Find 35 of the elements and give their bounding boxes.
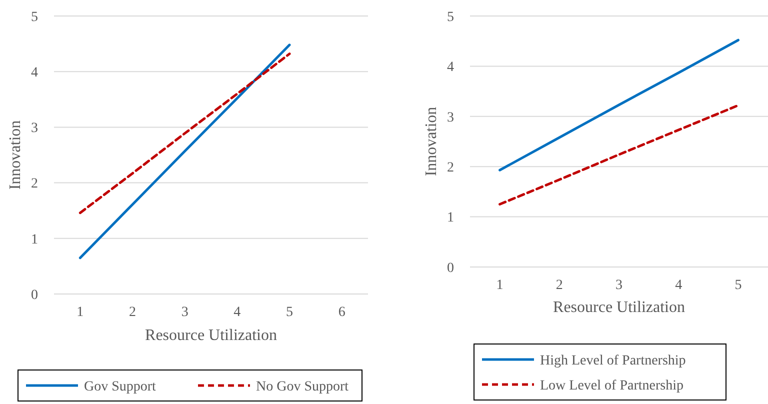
x-tick-label: 2 [129,305,136,320]
legend-label: Gov Support [84,379,156,394]
line-series [498,104,740,206]
x-tick-label: 6 [338,305,346,320]
y-tick-label: 3 [31,121,38,136]
legend-label: High Level of Partnership [540,353,686,368]
y-tick-label: 2 [31,176,38,192]
line-series [498,38,740,172]
y-axis-title: Innovation [7,120,24,190]
x-tick-label: 5 [734,278,742,293]
legend-label: Low Level of Partnership [540,378,684,394]
x-tick-label: 4 [675,278,682,293]
y-tick-label: 5 [447,10,454,25]
line-series [78,52,291,214]
x-tick-label: 3 [616,278,622,293]
x-tick-label: 4 [234,305,241,320]
y-tick-label: 4 [447,60,454,76]
y-tick-label: 5 [31,10,38,25]
y-tick-label: 0 [447,260,454,276]
y-tick-label: 0 [31,288,38,303]
y-tick-label: 1 [447,210,454,226]
y-tick-label: 1 [31,232,38,248]
line-series [78,44,291,260]
y-axis-title: Innovation [423,106,440,176]
x-axis-title: Resource Utilization [553,299,685,316]
x-axis-title: Resource Utilization [145,327,277,344]
x-tick-label: 2 [556,278,563,293]
y-tick-label: 2 [447,160,454,176]
x-tick-label: 3 [181,305,188,320]
x-tick-label: 1 [76,305,84,320]
y-tick-label: 4 [31,66,38,80]
x-tick-label: 1 [496,278,504,293]
x-tick-label: 5 [286,305,293,320]
y-tick-label: 3 [447,110,454,126]
legend-label: No Gov Support [256,379,349,394]
